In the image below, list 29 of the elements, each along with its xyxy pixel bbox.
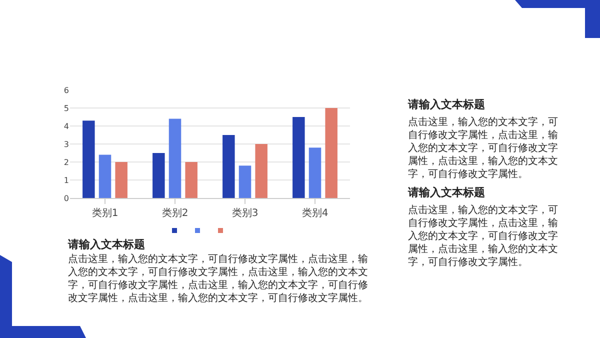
y-tick-label: 6 [64,86,69,95]
x-tick-label: 类别2 [162,207,188,219]
text: 请输入文本标题 [68,238,146,251]
bar [238,166,252,198]
bar [222,135,235,198]
bar [82,120,95,198]
bar [325,108,338,198]
bar [152,153,165,198]
text: 请输入文本标题 [408,98,486,111]
text: 请输入文本标题 [408,186,486,199]
bar [308,148,322,198]
y-tick-label: 1 [64,176,69,185]
y-tick-label: 0 [64,194,69,203]
y-tick-label: 2 [64,158,69,167]
x-tick-label: 类别3 [232,207,258,219]
bar [98,154,112,198]
bar [168,118,182,198]
text: 点击这里，输入您的文本文字，可自行修改文字属性，点击这里，输入您的文本文字，可自行修改文字属性，点击这里，输入您的文本文字，可自行修改文字属性，点击这里，输入您的文本文字，可自行修改文字属性，点击这里，输入您的文本文字，可自行修改文字属性。 [68,253,368,305]
bar [292,117,305,198]
bar [255,144,268,198]
bar [185,162,198,198]
text: 点击这里，输入您的文本文字，可自行修改文字属性，点击这里，输入您的文本文字，可自行修改文字属性，点击这里，输入您的文本文字，可自行修改文字属性。 [408,204,558,269]
y-tick-label: 3 [64,140,69,149]
y-tick-label: 4 [64,122,69,131]
x-tick-label: 类别1 [92,207,118,219]
y-tick-label: 5 [64,104,69,113]
x-tick-label: 类别4 [302,207,328,219]
bar [115,162,128,198]
text: 点击这里，输入您的文本文字，可自行修改文字属性，点击这里，输入您的文本文字，可自行修改文字属性，点击这里，输入您的文本文字，可自行修改文字属性。 [408,116,558,181]
